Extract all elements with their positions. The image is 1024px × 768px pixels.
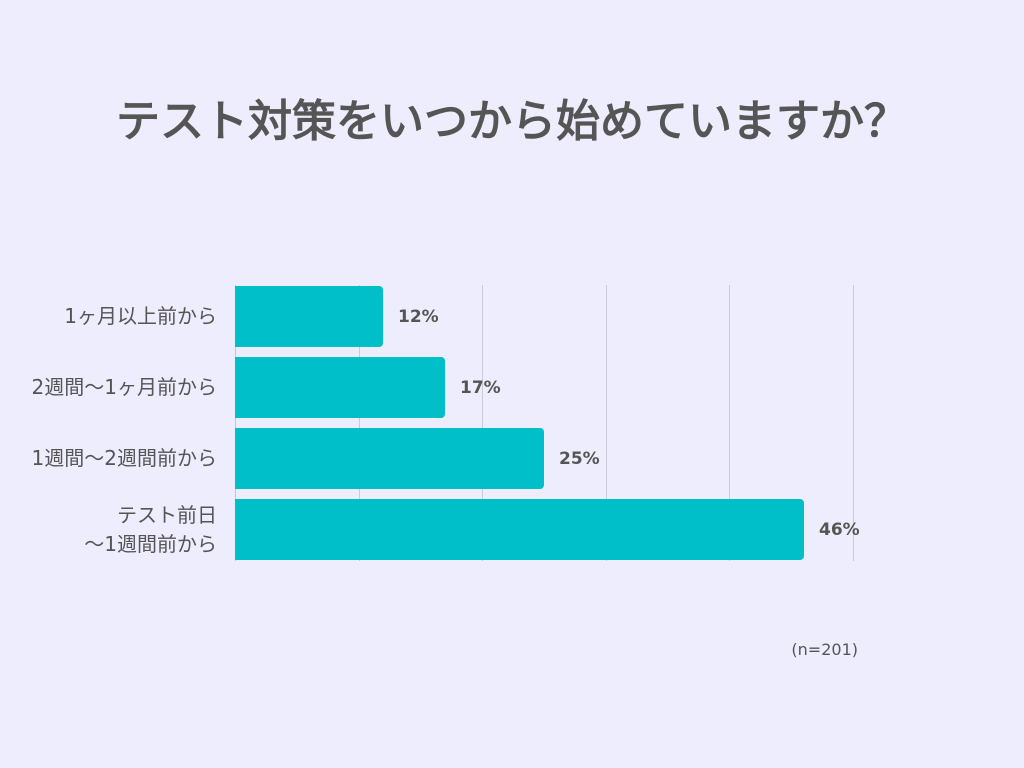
bar-3 bbox=[235, 428, 544, 489]
category-axis-line bbox=[235, 285, 236, 561]
sample-size-note: (n=201) bbox=[791, 640, 858, 659]
bar-4 bbox=[235, 499, 804, 560]
bar-2 bbox=[235, 357, 445, 418]
gridline bbox=[729, 285, 730, 561]
chart-title: テスト対策をいつから始めていますか？ bbox=[116, 96, 908, 147]
gridline bbox=[482, 285, 483, 561]
data-label-3: 25% bbox=[559, 449, 600, 469]
category-label-4: テスト前日 〜1週間前から bbox=[84, 503, 217, 556]
data-label-2: 17% bbox=[460, 378, 501, 398]
gridline bbox=[359, 285, 360, 561]
gridline bbox=[606, 285, 607, 561]
bar-1 bbox=[235, 286, 383, 347]
horizontal-bar-chart: 12% 1ヶ月以上前から 17% 2週間〜1ヶ月前から 25% 1週間〜2週間前から 46%… bbox=[0, 270, 900, 570]
category-label-1: 1ヶ月以上前から bbox=[64, 304, 217, 328]
category-label-2: 2週間〜1ヶ月前から bbox=[31, 375, 217, 399]
data-label-1: 12% bbox=[398, 307, 439, 327]
gridline bbox=[853, 285, 854, 561]
category-label-3: 1週間〜2週間前から bbox=[31, 446, 217, 470]
data-label-4: 46% bbox=[819, 520, 860, 540]
